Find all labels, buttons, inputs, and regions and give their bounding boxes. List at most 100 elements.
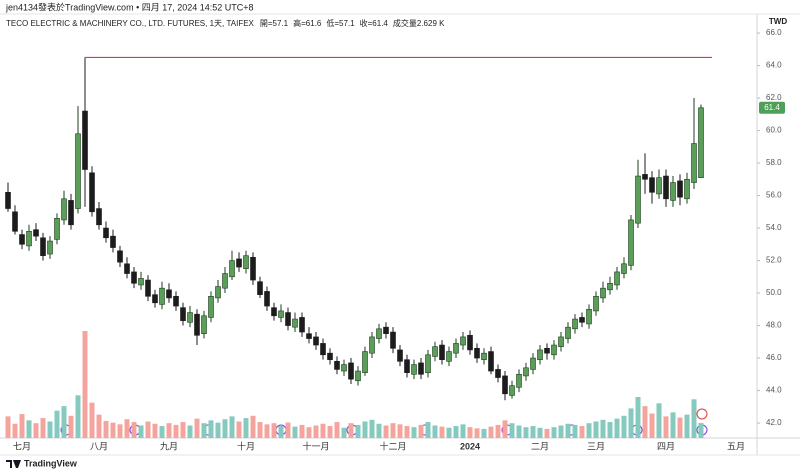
candle-body xyxy=(117,250,123,263)
candle-body xyxy=(572,318,578,330)
volume-bar xyxy=(271,423,277,438)
candle-body xyxy=(180,307,186,321)
candle-body xyxy=(516,373,522,388)
volume-bar xyxy=(453,426,459,438)
candle-body xyxy=(229,260,235,278)
x-tick-label: 九月 xyxy=(160,441,178,451)
volume-bar xyxy=(530,426,536,438)
volume-bar xyxy=(278,426,284,438)
candle-body xyxy=(159,287,165,305)
candle-body xyxy=(411,364,417,375)
last-price-label: 61.4 xyxy=(764,103,780,112)
volume-bar xyxy=(117,424,123,438)
volume-bar xyxy=(26,420,32,438)
volume-bar xyxy=(418,424,424,438)
y-tick-label: 44.0 xyxy=(766,386,782,395)
volume-bar xyxy=(355,424,361,438)
candle-body xyxy=(40,237,46,256)
volume-bar xyxy=(593,421,599,438)
candle-body xyxy=(152,294,158,304)
candle-body xyxy=(383,326,389,334)
volume-bar xyxy=(642,406,648,438)
candle-body xyxy=(313,336,319,346)
candle-body xyxy=(131,271,137,284)
volume-bar xyxy=(698,423,704,438)
volume-bar xyxy=(390,423,396,438)
header-value: 高=61.6 xyxy=(293,18,322,28)
candle-body xyxy=(236,258,242,268)
volume-bar xyxy=(502,420,508,438)
x-tick-label: 十二月 xyxy=(379,440,406,451)
volume-bar xyxy=(362,421,368,438)
volume-bar xyxy=(320,423,326,438)
y-tick-label: 66.0 xyxy=(766,28,782,37)
volume-bar xyxy=(159,426,165,438)
volume-bar xyxy=(691,399,697,438)
candle-body xyxy=(187,312,193,323)
candle-body xyxy=(418,362,424,375)
volume-bar xyxy=(5,416,11,438)
candle-body xyxy=(341,364,347,372)
volume-bar xyxy=(656,403,662,438)
candle-body xyxy=(257,281,263,295)
x-tick-label: 四月 xyxy=(657,441,675,451)
candle-body xyxy=(362,351,368,373)
volume-bar xyxy=(670,412,676,438)
y-tick-label: 42.0 xyxy=(766,418,782,427)
volume-bar xyxy=(404,426,410,438)
candle-body xyxy=(600,287,606,299)
candle-body xyxy=(691,143,697,183)
candle-body xyxy=(320,343,326,356)
volume-bar xyxy=(285,422,291,438)
candle-body xyxy=(243,255,249,269)
volume-bar xyxy=(33,423,39,438)
volume-bar xyxy=(82,331,88,438)
candle-body xyxy=(96,208,102,226)
volume-bar xyxy=(397,424,403,438)
candle-body xyxy=(565,326,571,339)
candle-body xyxy=(663,175,669,200)
brand: TradingView xyxy=(24,458,78,468)
volume-bar xyxy=(138,425,144,438)
volume-bar xyxy=(628,408,634,438)
candle-body xyxy=(285,312,291,326)
candle-body xyxy=(103,227,109,239)
volume-bar xyxy=(425,422,431,438)
volume-bar xyxy=(229,416,235,438)
volume-bar xyxy=(614,418,620,438)
candle-body xyxy=(551,344,557,356)
candle-body xyxy=(215,286,221,299)
candle-body xyxy=(68,200,74,226)
volume-bar xyxy=(579,426,585,438)
candle-body xyxy=(327,352,333,360)
y-tick-label: 50.0 xyxy=(766,288,782,297)
volume-bar xyxy=(663,416,669,438)
volume-bar xyxy=(635,397,641,438)
y-tick-label: 46.0 xyxy=(766,353,782,362)
candle-body xyxy=(89,172,95,213)
volume-bar xyxy=(96,414,102,438)
candle-body xyxy=(54,217,60,240)
candle-body xyxy=(250,256,256,281)
volume-bar xyxy=(75,395,81,438)
candle-body xyxy=(446,351,452,362)
candle-body xyxy=(607,282,613,291)
candle-body xyxy=(5,191,11,209)
candle-body xyxy=(222,273,228,289)
volume-bar xyxy=(152,423,158,438)
volume-bar xyxy=(47,421,53,438)
volume-bar xyxy=(369,419,375,438)
candle-body xyxy=(390,331,396,349)
y-tick-label: 64.0 xyxy=(766,61,782,70)
x-tick-label: 七月 xyxy=(13,441,31,451)
volume-bar xyxy=(243,418,249,438)
candle-body xyxy=(194,313,200,336)
x-tick-label: 二月 xyxy=(531,441,549,451)
candle-body xyxy=(173,295,179,307)
volume-bar xyxy=(187,425,193,438)
volume-bar xyxy=(89,402,95,438)
candle-body xyxy=(292,318,298,328)
volume-bar xyxy=(250,415,256,438)
